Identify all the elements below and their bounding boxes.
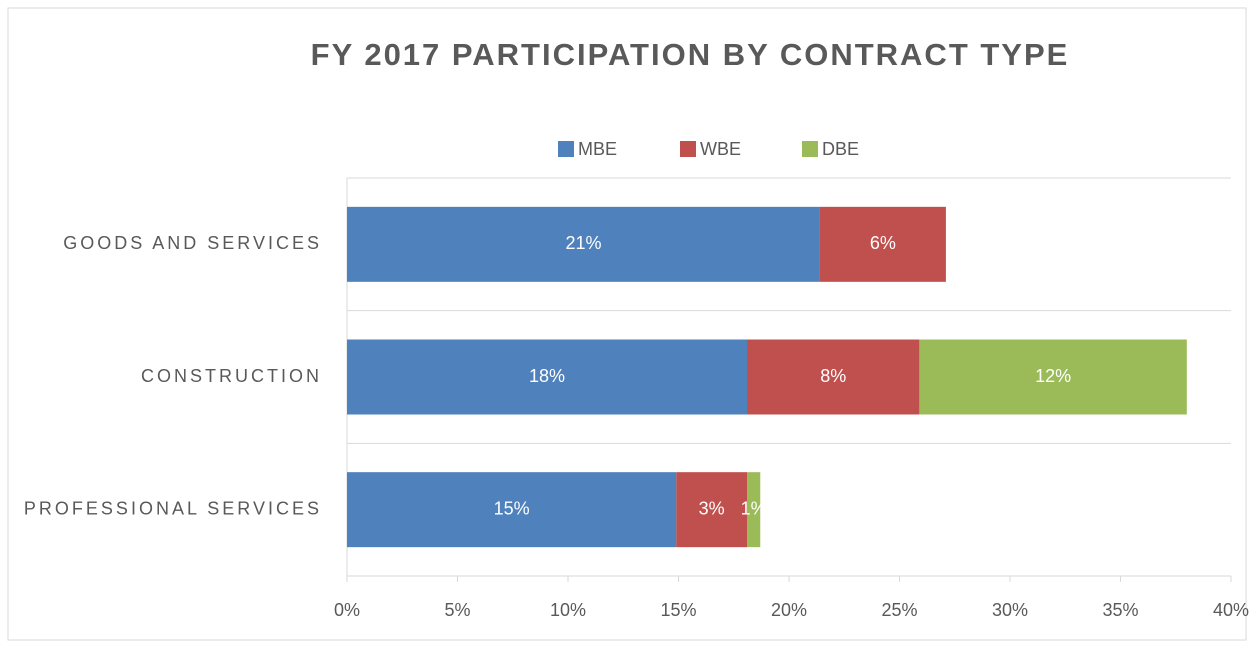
bar-segment [347,206,820,282]
legend-label: DBE [822,139,859,159]
x-tick-label: 35% [1102,600,1138,620]
x-tick-label: 15% [660,600,696,620]
value-label: 8% [820,366,846,386]
x-tick-label: 0% [334,600,360,620]
legend-swatch [558,141,574,157]
chart-title: FY 2017 PARTICIPATION BY CONTRACT TYPE [311,37,1070,72]
x-tick-label: 30% [992,600,1028,620]
bar-segment [747,339,920,415]
legend-swatch [680,141,696,157]
bar-segment [819,206,946,282]
bar-segment [747,472,761,548]
category-label: GOODS AND SERVICES [63,233,322,253]
value-label: 1% [741,498,767,518]
x-tick-label: 25% [881,600,917,620]
value-label: 12% [1035,366,1071,386]
value-label: 21% [565,233,601,253]
bar-segment [676,472,748,548]
bar-segment [347,472,677,548]
legend-swatch [802,141,818,157]
legend-label: MBE [578,139,617,159]
category-label: PROFESSIONAL SERVICES [24,498,322,518]
value-label: 18% [529,366,565,386]
x-tick-label: 40% [1213,600,1249,620]
bar-segment [919,339,1187,415]
bar-segment [347,339,748,415]
value-label: 6% [870,233,896,253]
x-tick-label: 5% [444,600,470,620]
legend-label: WBE [700,139,741,159]
value-label: 3% [699,498,725,518]
value-label: 15% [494,498,530,518]
x-tick-label: 20% [771,600,807,620]
category-label: CONSTRUCTION [141,366,322,386]
x-tick-label: 10% [550,600,586,620]
